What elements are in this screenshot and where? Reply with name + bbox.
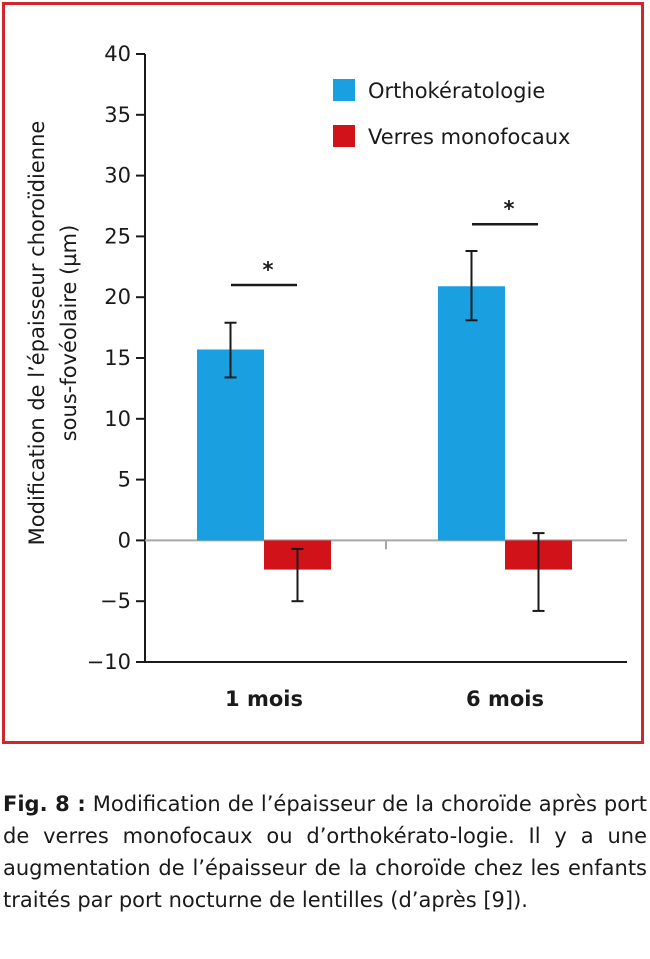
y-tick-label: −5 xyxy=(100,589,131,613)
significance-star: * xyxy=(263,258,274,282)
significance-star: * xyxy=(504,197,515,221)
legend-label: Orthokératologie xyxy=(368,79,545,103)
y-tick-label: −10 xyxy=(87,650,131,674)
y-tick-label: 40 xyxy=(104,42,131,66)
y-tick-label: 5 xyxy=(118,468,131,492)
y-tick-label: 15 xyxy=(104,346,131,370)
error-bars-group xyxy=(224,249,545,612)
error-bar xyxy=(291,547,304,603)
caption-text: Modification de l’épaisseur de la choroï… xyxy=(3,792,647,912)
category-label: 6 mois xyxy=(466,687,544,711)
y-axis-label: Modification de l’épaisseur choroïdienne xyxy=(25,121,49,546)
bar-orthokeratologie-1 xyxy=(197,349,264,541)
error-bar xyxy=(532,532,545,612)
y-axis-label-line2: sous-fovéolaire (µm) xyxy=(57,225,81,442)
y-tick-label: 25 xyxy=(104,224,131,248)
y-tick-label: 10 xyxy=(104,407,131,431)
y-tick-label: 20 xyxy=(104,285,131,309)
figure-frame xyxy=(2,2,644,744)
category-label: 1 mois xyxy=(225,687,303,711)
y-tick-label: 0 xyxy=(118,528,131,552)
legend: Orthokératologie Verres monofocaux xyxy=(333,79,570,149)
category-labels: 1 mois 6 mois xyxy=(225,687,544,711)
y-tick-label: 35 xyxy=(104,103,131,127)
y-tick-label: 30 xyxy=(104,164,131,188)
bars-group xyxy=(197,286,572,570)
legend-label: Verres monofocaux xyxy=(368,125,570,149)
significance-markers: ** xyxy=(231,197,538,287)
error-bar xyxy=(465,249,478,322)
error-bar xyxy=(224,321,237,379)
figure-caption: Fig. 8 : Modification de l’épaisseur de … xyxy=(3,788,647,916)
caption-label: Fig. 8 : xyxy=(3,792,86,816)
bar-orthokeratologie-2 xyxy=(438,286,505,541)
y-axis-ticks: 40 35 30 25 20 15 10 5 0 −5 −10 xyxy=(87,42,145,674)
legend-swatch xyxy=(333,125,355,147)
legend-swatch xyxy=(333,79,355,101)
